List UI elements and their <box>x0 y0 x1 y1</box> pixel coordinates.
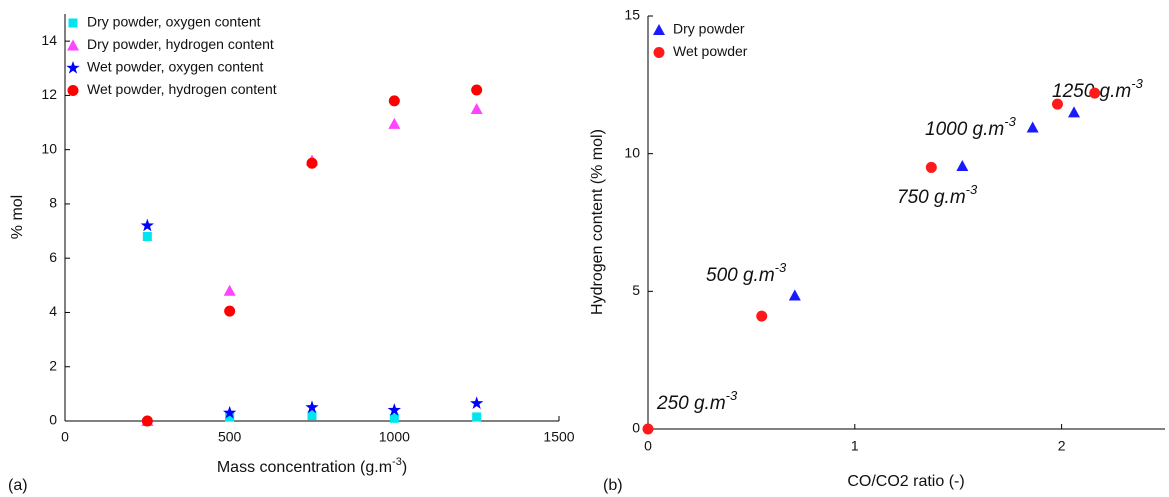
marker-star <box>223 405 237 419</box>
annotation: 1000 g.m-3 <box>925 114 1017 140</box>
annotation-text: 1000 g.m <box>925 119 1004 140</box>
annotation-sup: -3 <box>775 260 787 275</box>
legend-label: Dry powder <box>673 21 745 37</box>
legend-label: Wet powder, hydrogen content <box>87 81 277 97</box>
annotation: 500 g.m-3 <box>706 260 787 286</box>
marker-circle <box>1089 87 1101 99</box>
annotation-text: 250 g.m <box>656 393 726 414</box>
marker-circle <box>141 415 153 427</box>
annotation-sup: -3 <box>1004 114 1016 129</box>
y-tick-label: 10 <box>624 144 640 160</box>
marker-circle <box>756 310 768 322</box>
x-tick-label: 500 <box>218 429 242 445</box>
annotation-text: 750 g.m <box>897 187 966 208</box>
marker-star <box>305 400 319 414</box>
marker-square <box>142 231 152 241</box>
y-tick-label: 0 <box>632 420 640 436</box>
marker-triangle <box>223 284 236 296</box>
marker-star <box>470 396 484 410</box>
legend-label: Dry powder, oxygen content <box>87 14 261 30</box>
marker-circle <box>642 423 654 435</box>
y-tick-label: 6 <box>49 249 57 265</box>
y-tick-label: 0 <box>49 412 57 428</box>
annotation: 750 g.m-3 <box>897 182 978 208</box>
marker-star <box>66 61 80 74</box>
y-axis-label: Hydrogen content (% mol) <box>589 129 606 315</box>
x-tick-label: 1000 <box>379 429 410 445</box>
marker-circle <box>925 161 937 173</box>
marker-square <box>472 412 482 422</box>
marker-circle <box>67 85 79 96</box>
marker-triangle <box>388 117 401 129</box>
x-tick-label: 0 <box>644 438 652 454</box>
chart-panel: 0 5 10 15 0 1 2 CO/CO2 ratio (-) Hydrogen conten… <box>589 7 1165 494</box>
chart-panel: 0 2 4 6 8 10 12 14 0 500 1000 1500 Mass concentratio… <box>8 14 575 495</box>
marker-circle <box>388 95 400 107</box>
y-tick-label: 14 <box>41 32 57 48</box>
annotation: 250 g.m-3 <box>656 388 738 414</box>
y-tick-label: 8 <box>49 195 57 211</box>
marker-triangle <box>67 39 79 51</box>
panel-label: (a) <box>8 477 28 494</box>
x-axis-label-sup: -3 <box>392 456 402 468</box>
marker-circle <box>224 305 236 317</box>
marker-square <box>389 413 399 423</box>
marker-triangle <box>1068 106 1081 118</box>
x-tick-label: 2 <box>1058 438 1066 454</box>
x-axis-label: Mass concentration (g.m-3) <box>217 456 407 476</box>
marker-circle <box>471 84 483 96</box>
marker-triangle <box>956 160 969 172</box>
annotation-sup: -3 <box>1131 76 1143 91</box>
marker-triangle <box>470 102 483 114</box>
marker-circle <box>653 47 665 58</box>
x-axis-label-end: ) <box>402 459 407 476</box>
legend-label: Dry powder, hydrogen content <box>87 36 274 52</box>
x-axis-label-text: CO/CO2 ratio (-) <box>847 473 964 490</box>
x-tick-label: 1 <box>851 438 859 454</box>
x-axis-label-text: Mass concentration (g.m <box>217 459 392 476</box>
annotation-sup: -3 <box>726 388 738 403</box>
y-tick-label: 2 <box>49 357 57 373</box>
y-tick-label: 15 <box>624 7 640 23</box>
marker-triangle <box>1026 121 1039 133</box>
marker-square <box>307 411 317 421</box>
marker-star <box>140 218 154 232</box>
legend-label: Wet powder <box>673 43 748 59</box>
y-tick-label: 10 <box>41 140 57 156</box>
marker-square <box>68 18 78 28</box>
x-tick-label: 0 <box>61 429 69 445</box>
marker-triangle <box>788 289 801 301</box>
annotation-text: 500 g.m <box>706 265 775 286</box>
x-axis-label: CO/CO2 ratio (-) <box>847 473 964 490</box>
y-tick-label: 5 <box>632 282 640 298</box>
panel-label: (b) <box>603 477 623 494</box>
marker-star <box>387 403 401 416</box>
marker-triangle <box>653 24 665 35</box>
x-tick-label: 1500 <box>543 429 574 445</box>
y-tick-label: 12 <box>41 86 57 102</box>
marker-square <box>225 412 235 422</box>
y-tick-label: 4 <box>49 303 57 319</box>
y-axis-label: % mol <box>9 195 26 239</box>
marker-circle <box>1051 98 1063 110</box>
legend-label: Wet powder, oxygen content <box>87 59 264 75</box>
marker-circle <box>306 157 318 169</box>
annotation-sup: -3 <box>966 182 978 197</box>
